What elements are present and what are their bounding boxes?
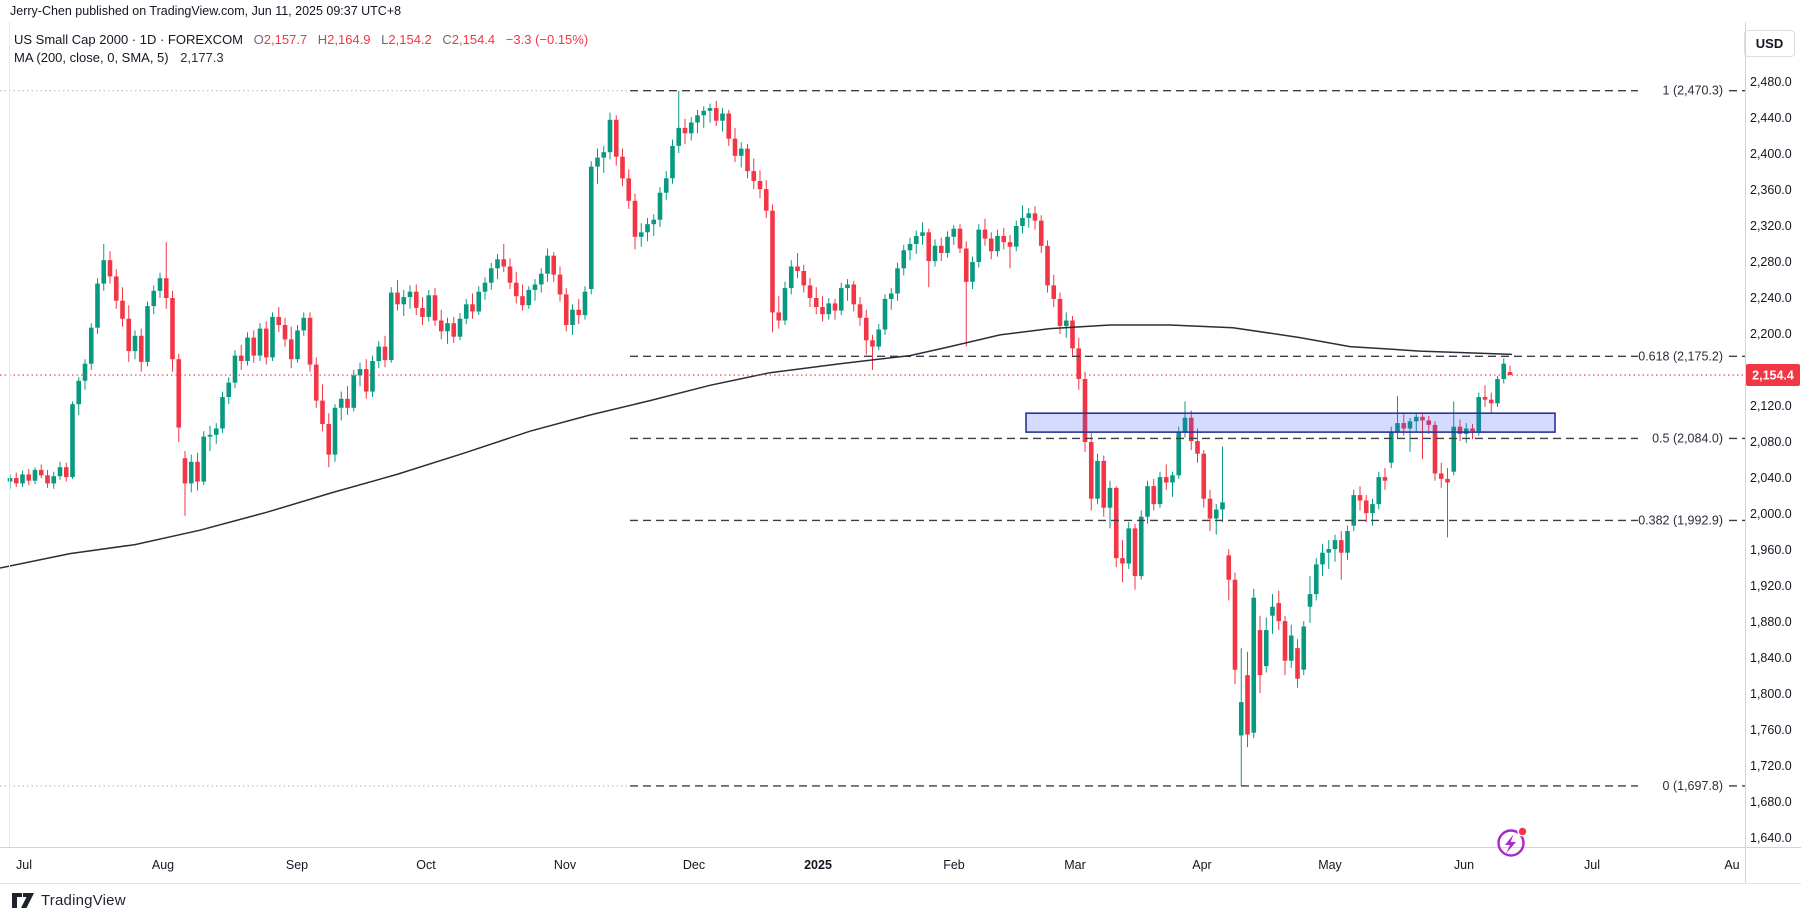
footer-bar: TradingView — [0, 884, 1801, 917]
time-tick-label: 2025 — [804, 858, 832, 872]
fib-retracement[interactable]: 1 (2,470.3) 0.618 (2,175.2) 0.5 (2,084.0) 0… — [0, 84, 1745, 793]
close-label: C — [442, 32, 452, 47]
ma-value: 2,177.3 — [180, 50, 224, 65]
candles-layer — [7, 91, 1513, 786]
price-tick-label: 1,920.0 — [1750, 579, 1792, 593]
fib-level-label: 0 (1,697.8) — [1663, 779, 1723, 793]
time-tick-label: May — [1318, 858, 1342, 872]
time-tick-label: Aug — [152, 858, 174, 872]
last-price-tag: 2,154.4 — [1746, 364, 1800, 387]
price-scale[interactable]: 2,480.0 2,440.0 2,400.0 2,360.0 2,320.0 2,280… — [1750, 75, 1792, 845]
price-tick-label: 2,000.0 — [1750, 507, 1792, 521]
time-tick-label: Au — [1724, 858, 1739, 872]
fib-level-label: 0.382 (1,992.9) — [1638, 513, 1723, 527]
fib-level-label: 0.5 (2,084.0) — [1652, 431, 1723, 445]
price-tick-label: 2,360.0 — [1750, 183, 1792, 197]
change-value: −3.3 (−0.15%) — [505, 32, 589, 47]
price-tick-label: 2,120.0 — [1750, 399, 1792, 413]
tradingview-logo-icon[interactable] — [12, 893, 34, 908]
sma-200-line[interactable] — [0, 324, 1513, 569]
price-tick-label: 2,280.0 — [1750, 255, 1792, 269]
price-tick-label: 2,440.0 — [1750, 111, 1792, 125]
high-value: 2,164.9 — [327, 32, 371, 47]
price-tick-label: 1,840.0 — [1750, 651, 1792, 665]
fib-level-label: 0.618 (2,175.2) — [1638, 349, 1723, 363]
time-tick-label: Jul — [16, 858, 32, 872]
open-label: O — [253, 32, 264, 47]
ma-legend[interactable]: MA (200, close, 0, SMA, 5) 2,177.3 — [14, 50, 224, 65]
price-tick-label: 1,640.0 — [1750, 831, 1792, 845]
time-tick-label: Sep — [286, 858, 308, 872]
time-tick-label: Mar — [1064, 858, 1086, 872]
svg-text:2,154.4: 2,154.4 — [1752, 369, 1794, 383]
price-tick-label: 1,800.0 — [1750, 687, 1792, 701]
price-tick-label: 2,240.0 — [1750, 291, 1792, 305]
close-value: 2,154.4 — [451, 32, 496, 47]
low-value: 2,154.2 — [388, 32, 432, 47]
ma-label: MA (200, close, 0, SMA, 5) — [14, 50, 169, 65]
price-tick-label: 2,200.0 — [1750, 327, 1792, 341]
open-value: 2,157.7 — [263, 32, 308, 47]
symbol-legend[interactable]: US Small Cap 2000 · 1D · FOREXCOM O2,157… — [14, 32, 588, 47]
time-tick-label: Dec — [683, 858, 705, 872]
flash-icon[interactable] — [1497, 826, 1528, 857]
time-tick-label: Oct — [416, 858, 436, 872]
time-scale[interactable]: Jul Aug Sep Oct Nov Dec 2025 Feb Mar Apr May Jun Jul… — [16, 858, 1740, 872]
currency-usd-button[interactable]: USD — [1744, 30, 1795, 57]
price-tick-label: 1,680.0 — [1750, 795, 1792, 809]
price-tick-label: 1,960.0 — [1750, 543, 1792, 557]
price-tick-label: 1,880.0 — [1750, 615, 1792, 629]
time-tick-label: Apr — [1192, 858, 1211, 872]
price-tick-label: 2,320.0 — [1750, 219, 1792, 233]
time-tick-label: Jul — [1584, 858, 1600, 872]
symbol-title: US Small Cap 2000 · 1D · FOREXCOM — [14, 32, 244, 47]
fib-level-label: 1 (2,470.3) — [1663, 84, 1723, 98]
price-tick-label: 2,040.0 — [1750, 471, 1792, 485]
time-tick-label: Jun — [1454, 858, 1474, 872]
price-tick-label: 1,760.0 — [1750, 723, 1792, 737]
publish-header: Jerry-Chen published on TradingView.com,… — [10, 4, 402, 18]
time-tick-label: Nov — [554, 858, 577, 872]
price-tick-label: 1,720.0 — [1750, 759, 1792, 773]
tradingview-logo-text[interactable]: TradingView — [41, 892, 126, 909]
price-tick-label: 2,480.0 — [1750, 75, 1792, 89]
time-tick-label: Feb — [943, 858, 965, 872]
high-label: H — [317, 32, 328, 47]
low-label: L — [381, 32, 389, 47]
price-tick-label: 2,080.0 — [1750, 435, 1792, 449]
supply-demand-zone[interactable] — [1025, 412, 1556, 433]
price-tick-label: 2,400.0 — [1750, 147, 1792, 161]
